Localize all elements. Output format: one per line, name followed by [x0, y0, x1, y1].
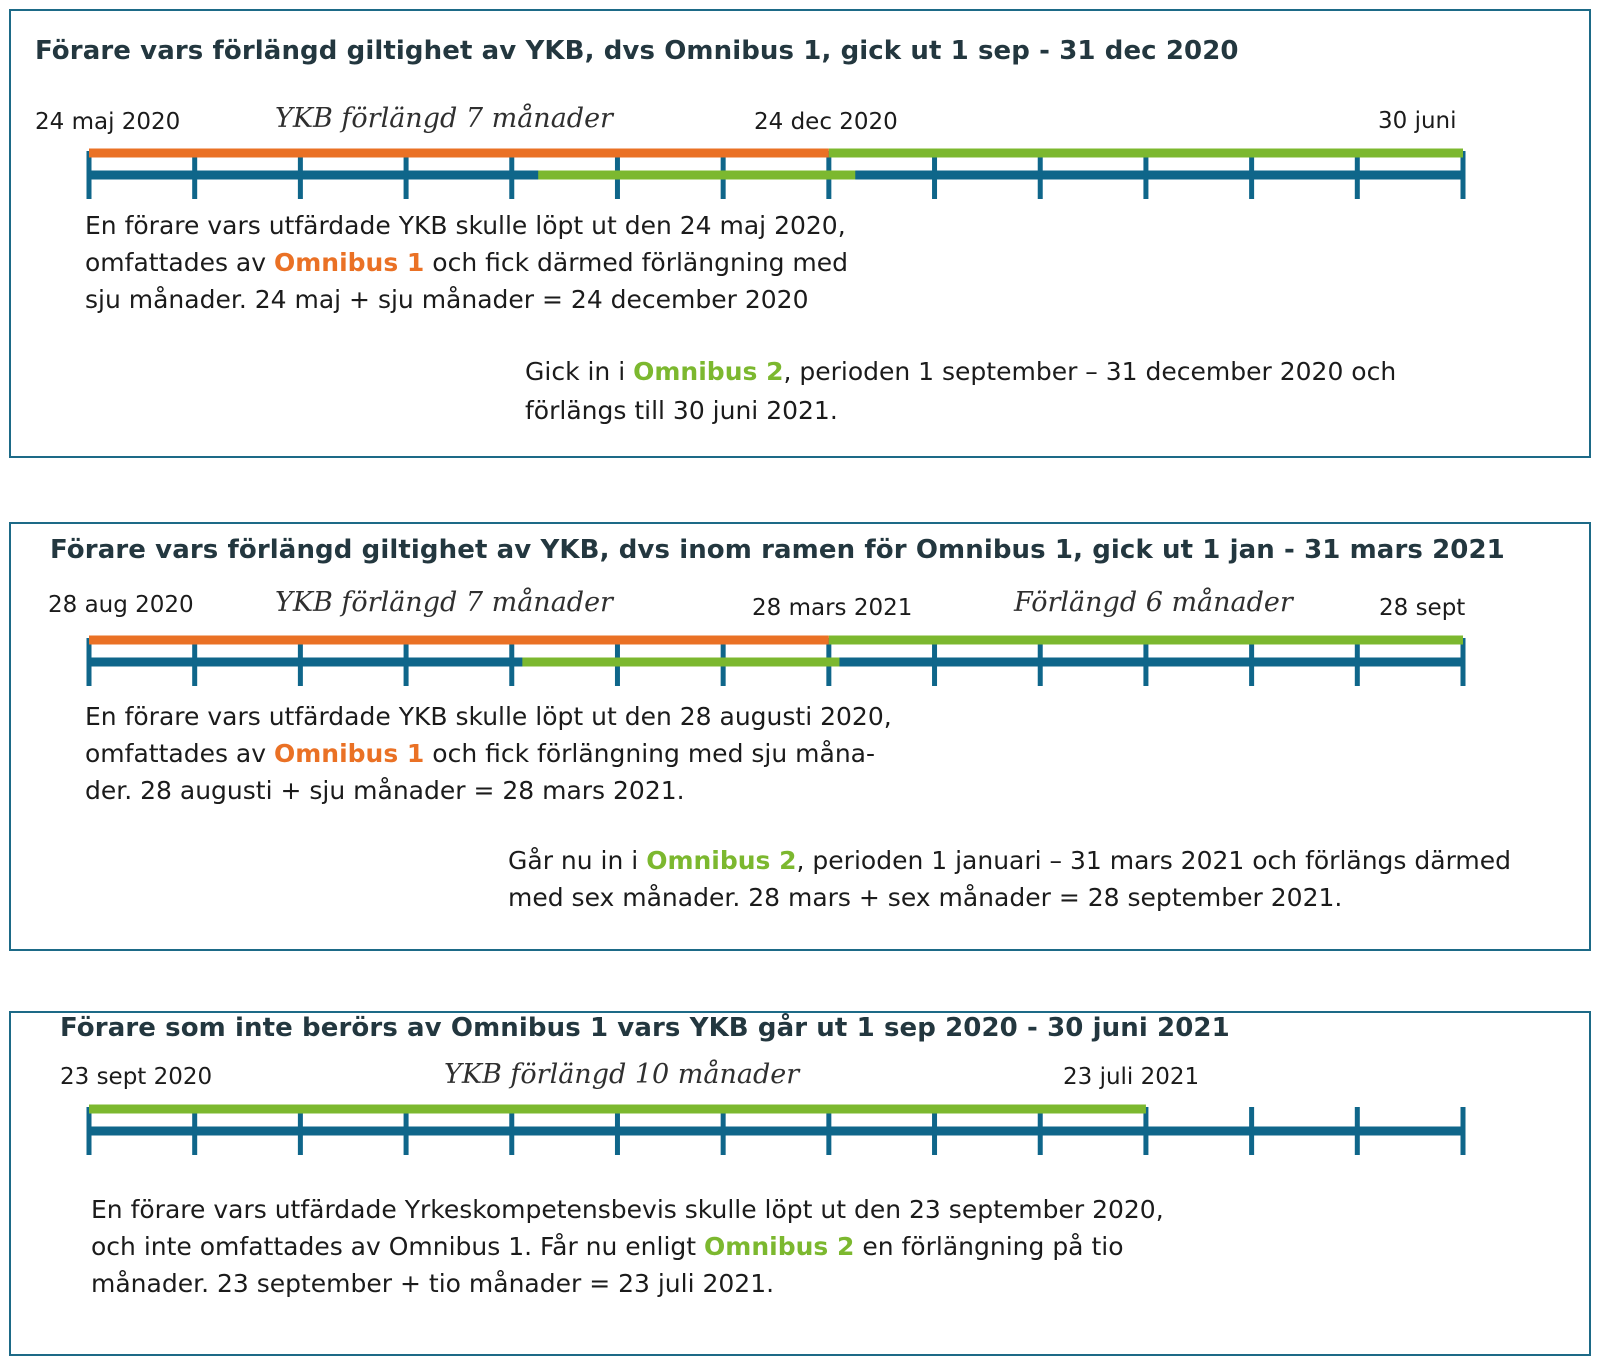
omnibus1-highlight: Omnibus 1 — [273, 248, 425, 277]
description-line: förlängs till 30 juni 2021. — [525, 396, 838, 425]
timeline-graphic — [86, 148, 1466, 199]
description-line: en förlängning på tio — [854, 1232, 1124, 1261]
description-line: En förare vars utfärdade YKB skulle löpt… — [85, 702, 892, 731]
mid-date-label: 24 dec 2020 — [754, 109, 898, 135]
mid-date-label: 28 mars 2021 — [752, 595, 913, 621]
description-line: der. 28 augusti + sju månader = 28 mars … — [85, 776, 685, 805]
timeline-graphic — [86, 635, 1466, 686]
extension-label: YKB förlängd 7 månader — [275, 103, 613, 134]
panel-title: Förare vars förlängd giltighet av YKB, d… — [50, 535, 1505, 565]
omnibus1-highlight: Omnibus 1 — [273, 739, 425, 768]
extension-label: YKB förlängd 10 månader — [444, 1059, 800, 1090]
panel-title: Förare vars förlängd giltighet av YKB, d… — [35, 36, 1239, 66]
description-line: En förare vars utfärdade YKB skulle löpt… — [85, 211, 846, 240]
description-omnibus1: En förare vars utfärdade YKB skulle löpt… — [85, 207, 848, 318]
description-line: omfattades av — [85, 248, 274, 277]
end-date-label: 30 juni — [1378, 108, 1457, 134]
description-line: och fick därmed förlängning med — [424, 248, 849, 277]
timeline-panel-not-omnibus1: Förare som inte berörs av Omnibus 1 vars… — [9, 1011, 1591, 1356]
description-omnibus2: En förare vars utfärdade Yrkeskompetensb… — [91, 1191, 1164, 1302]
description-line: , perioden 1 januari – 31 mars 2021 och … — [796, 846, 1512, 875]
description-line: med sex månader. 28 mars + sex månader =… — [508, 883, 1343, 912]
mid-date-label: 23 juli 2021 — [1063, 1064, 1200, 1090]
description-omnibus2: Gick in i Omnibus 2, perioden 1 septembe… — [525, 352, 1396, 430]
timeline-panel-omnibus1-sep-dec: Förare vars förlängd giltighet av YKB, d… — [9, 9, 1591, 458]
start-date-label: 23 sept 2020 — [60, 1064, 213, 1090]
description-omnibus2: Går nu in i Omnibus 2, perioden 1 januar… — [508, 842, 1511, 916]
start-date-label: 24 maj 2020 — [35, 109, 181, 135]
end-date-label: 28 sept — [1379, 595, 1466, 621]
timeline-panel-omnibus1-jan-mar: Förare vars förlängd giltighet av YKB, d… — [9, 522, 1591, 951]
description-line: månader. 23 september + tio månader = 23… — [91, 1269, 775, 1298]
description-line: sju månader. 24 maj + sju månader = 24 d… — [85, 285, 809, 314]
description-line: , perioden 1 september – 31 december 202… — [783, 357, 1397, 386]
omnibus2-highlight: Omnibus 2 — [704, 1232, 855, 1261]
description-line: och inte omfattades av Omnibus 1. Får nu… — [91, 1232, 705, 1261]
description-line: omfattades av — [85, 739, 274, 768]
description-line: Gick in i — [525, 357, 634, 386]
extension-label: YKB förlängd 7 månader — [275, 587, 613, 618]
description-line: En förare vars utfärdade Yrkeskompetensb… — [91, 1195, 1164, 1224]
extension2-label: Förlängd 6 månader — [1014, 587, 1293, 618]
start-date-label: 28 aug 2020 — [48, 592, 194, 618]
timeline-graphic — [86, 1104, 1466, 1155]
panel-title: Förare som inte berörs av Omnibus 1 vars… — [60, 1013, 1230, 1043]
omnibus2-highlight: Omnibus 2 — [633, 357, 784, 386]
omnibus2-highlight: Omnibus 2 — [646, 846, 797, 875]
description-line: och fick förlängning med sju måna- — [424, 739, 875, 768]
description-line: Går nu in i — [508, 846, 647, 875]
description-omnibus1: En förare vars utfärdade YKB skulle löpt… — [85, 698, 892, 809]
